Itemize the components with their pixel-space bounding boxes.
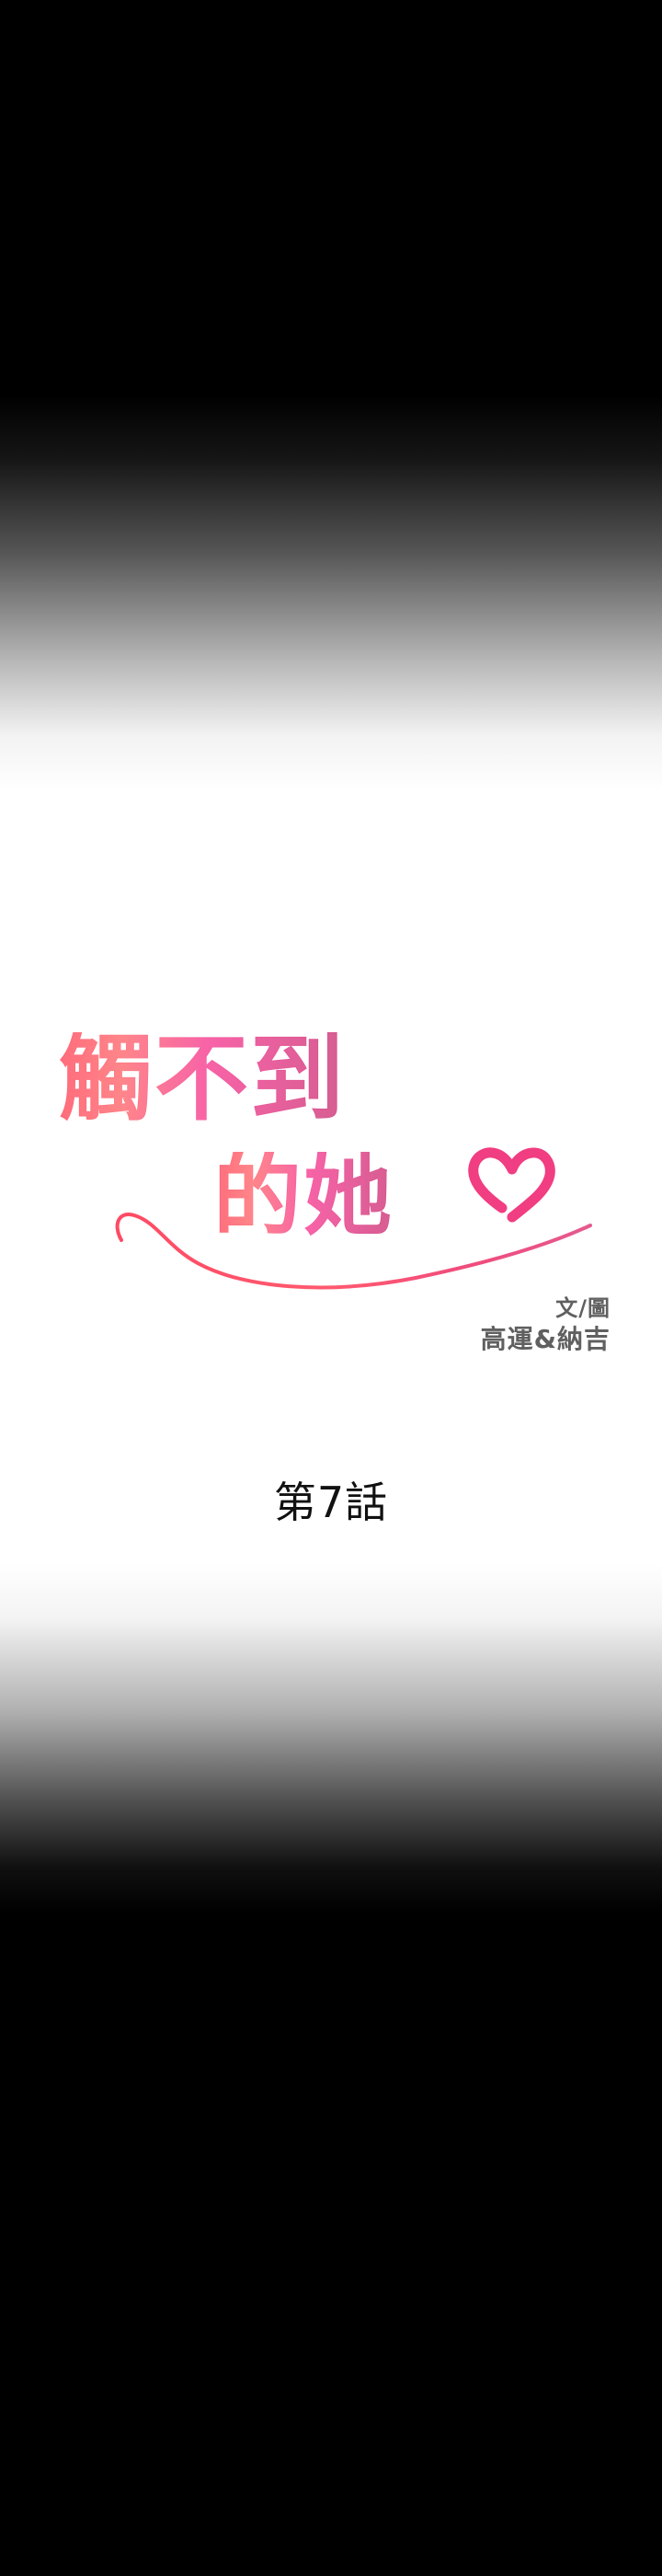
credits-label: 文/圖 xyxy=(555,1295,611,1321)
comic-title-logo: 觸不到 的她 xyxy=(46,984,616,1371)
heart-icon xyxy=(468,1147,555,1223)
title-decoration xyxy=(115,1147,592,1290)
credits-authors: 高運&納吉 xyxy=(480,1324,611,1355)
title-line-2: 的她 xyxy=(213,1144,394,1248)
title-swoosh xyxy=(115,1213,592,1290)
chapter-title: 第7話 xyxy=(273,1478,389,1527)
credits-block: 文/圖 高運&納吉 xyxy=(480,1295,611,1355)
title-line-1: 觸不到 xyxy=(59,1024,346,1134)
